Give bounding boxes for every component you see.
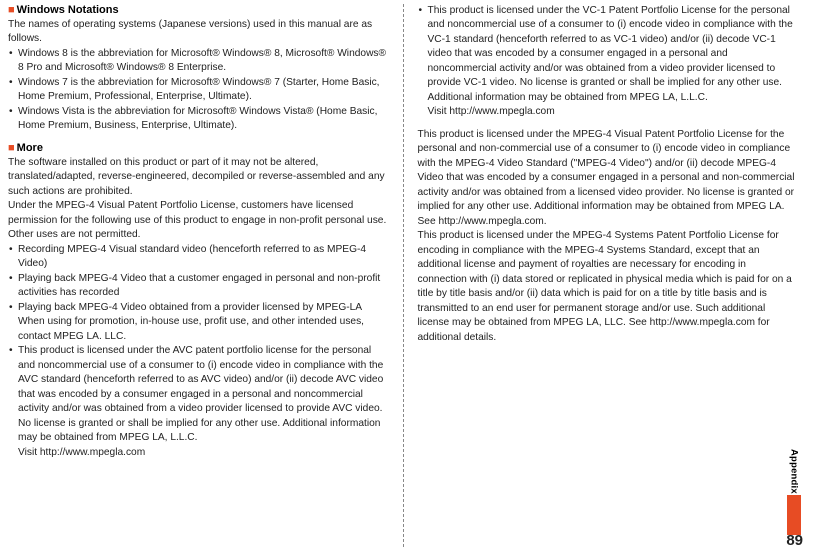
section-heading-more: ■More (8, 142, 389, 154)
section-heading-windows: ■Windows Notations (8, 4, 389, 16)
square-bullet-icon: ■ (8, 142, 15, 154)
right-column: This product is licensed under the VC-1 … (403, 4, 798, 547)
intro-text: The names of operating systems (Japanese… (8, 18, 389, 47)
list-item: This product is licensed under the VC-1 … (418, 4, 798, 120)
heading-text: More (17, 142, 43, 154)
list-item: Windows 7 is the abbreviation for Micros… (8, 76, 389, 105)
list-item: Playing back MPEG-4 Video obtained from … (8, 301, 389, 344)
more-list: Recording MPEG-4 Visual standard video (… (8, 243, 389, 460)
visit-link-text: Visit http://www.mpegla.com (428, 106, 555, 117)
list-item-text: This product is licensed under the VC-1 … (428, 5, 793, 103)
mpeg4-systems-para: This product is licensed under the MPEG-… (418, 229, 798, 345)
list-item-text: This product is licensed under the AVC p… (18, 345, 383, 443)
visit-link-text: Visit http://www.mpegla.com (18, 447, 145, 458)
vc1-list: This product is licensed under the VC-1 … (418, 4, 798, 120)
list-item: Playing back MPEG-4 Video that a custome… (8, 272, 389, 301)
side-tab-color-box (787, 495, 801, 535)
side-tab: Appendix (787, 449, 801, 535)
mpeg4-visual-para: This product is licensed under the MPEG-… (418, 128, 798, 229)
more-intro-1: The software installed on this product o… (8, 156, 389, 199)
square-bullet-icon: ■ (8, 4, 15, 16)
heading-text: Windows Notations (17, 4, 119, 16)
side-tab-label: Appendix (789, 449, 800, 494)
windows-list: Windows 8 is the abbreviation for Micros… (8, 47, 389, 134)
list-item: Recording MPEG-4 Visual standard video (… (8, 243, 389, 272)
left-column: ■Windows Notations The names of operatin… (8, 4, 403, 547)
page-number: 89 (786, 532, 803, 549)
list-item: This product is licensed under the AVC p… (8, 344, 389, 460)
list-item: Windows 8 is the abbreviation for Micros… (8, 47, 389, 76)
more-intro-2: Under the MPEG-4 Visual Patent Portfolio… (8, 199, 389, 242)
list-item: Windows Vista is the abbreviation for Mi… (8, 105, 389, 134)
